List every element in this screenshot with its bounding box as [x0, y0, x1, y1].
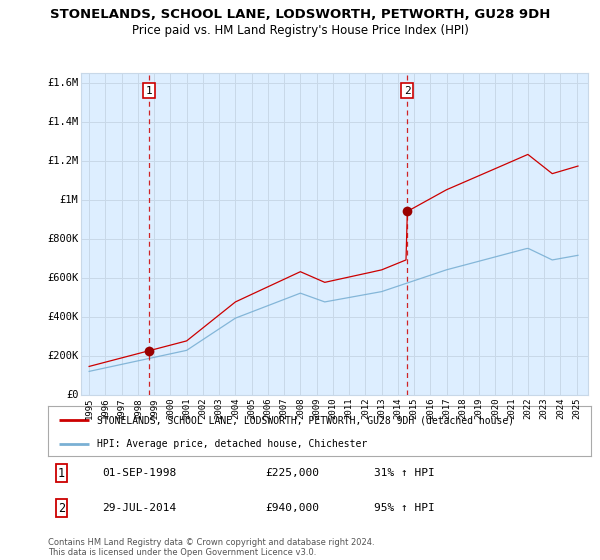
- Text: 2016: 2016: [426, 398, 435, 419]
- Text: 29-JUL-2014: 29-JUL-2014: [103, 503, 176, 513]
- Text: 2002: 2002: [199, 398, 208, 419]
- Text: 2017: 2017: [442, 398, 451, 419]
- Text: 2021: 2021: [507, 398, 516, 419]
- Text: 2008: 2008: [296, 398, 305, 419]
- Text: £1.2M: £1.2M: [47, 156, 79, 166]
- Text: 2006: 2006: [263, 398, 272, 419]
- Text: 2010: 2010: [328, 398, 337, 419]
- Text: 1996: 1996: [101, 398, 110, 419]
- Text: 95% ↑ HPI: 95% ↑ HPI: [374, 503, 434, 513]
- Text: 2025: 2025: [572, 398, 581, 419]
- Text: Contains HM Land Registry data © Crown copyright and database right 2024.
This d: Contains HM Land Registry data © Crown c…: [48, 538, 374, 557]
- Text: 2024: 2024: [556, 398, 565, 419]
- Text: 2011: 2011: [344, 398, 353, 419]
- Text: 2001: 2001: [182, 398, 191, 419]
- Text: 2014: 2014: [394, 398, 403, 419]
- Text: £1.6M: £1.6M: [47, 77, 79, 87]
- Text: 2018: 2018: [458, 398, 467, 419]
- Text: 2023: 2023: [539, 398, 548, 419]
- Text: 1995: 1995: [85, 398, 94, 419]
- Text: £940,000: £940,000: [265, 503, 319, 513]
- Text: 2: 2: [404, 86, 410, 96]
- Text: 1998: 1998: [133, 398, 142, 419]
- Text: 2000: 2000: [166, 398, 175, 419]
- Text: £225,000: £225,000: [265, 468, 319, 478]
- Text: £200K: £200K: [47, 351, 79, 361]
- Text: 01-SEP-1998: 01-SEP-1998: [103, 468, 176, 478]
- Text: £1.4M: £1.4M: [47, 116, 79, 127]
- Text: 31% ↑ HPI: 31% ↑ HPI: [374, 468, 434, 478]
- Text: 2015: 2015: [410, 398, 419, 419]
- Text: £0: £0: [66, 390, 79, 400]
- Text: 2004: 2004: [231, 398, 240, 419]
- Text: 1999: 1999: [149, 398, 158, 419]
- Text: 2009: 2009: [312, 398, 321, 419]
- Text: 2003: 2003: [215, 398, 224, 419]
- Text: 2022: 2022: [523, 398, 532, 419]
- Text: STONELANDS, SCHOOL LANE, LODSWORTH, PETWORTH, GU28 9DH (detached house): STONELANDS, SCHOOL LANE, LODSWORTH, PETW…: [97, 415, 514, 425]
- Text: 2005: 2005: [247, 398, 256, 419]
- Text: £400K: £400K: [47, 312, 79, 322]
- Text: 1: 1: [145, 86, 152, 96]
- Text: 2019: 2019: [475, 398, 484, 419]
- Text: 2020: 2020: [491, 398, 500, 419]
- Text: 1997: 1997: [117, 398, 126, 419]
- Text: 2012: 2012: [361, 398, 370, 419]
- Text: 2007: 2007: [280, 398, 289, 419]
- Text: £1M: £1M: [60, 195, 79, 204]
- Text: 2: 2: [58, 502, 65, 515]
- Text: STONELANDS, SCHOOL LANE, LODSWORTH, PETWORTH, GU28 9DH: STONELANDS, SCHOOL LANE, LODSWORTH, PETW…: [50, 8, 550, 21]
- Text: 1: 1: [58, 466, 65, 480]
- Text: HPI: Average price, detached house, Chichester: HPI: Average price, detached house, Chic…: [97, 439, 367, 449]
- Text: 2013: 2013: [377, 398, 386, 419]
- Text: Price paid vs. HM Land Registry's House Price Index (HPI): Price paid vs. HM Land Registry's House …: [131, 24, 469, 36]
- Text: £800K: £800K: [47, 234, 79, 244]
- Text: £600K: £600K: [47, 273, 79, 283]
